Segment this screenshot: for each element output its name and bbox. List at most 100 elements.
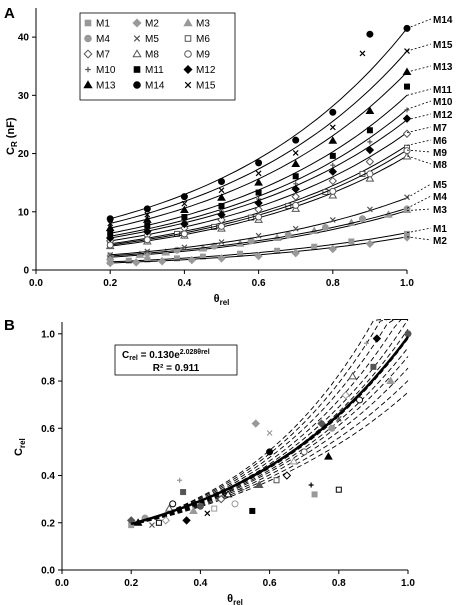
curve-label-m15: M15: [433, 40, 453, 51]
data-point-m12: [402, 114, 412, 123]
leader-line-m11: [406, 88, 432, 96]
legend-marker-m10: [85, 66, 91, 73]
data-point-m2: [187, 255, 197, 265]
data-point-m14: [292, 136, 300, 144]
leader-line-m13: [406, 65, 432, 73]
curve-label-m14: M14: [433, 15, 453, 26]
data-point: [341, 391, 350, 400]
data-point-m4: [106, 252, 114, 260]
data-point-m14: [180, 193, 188, 201]
data-point-m12: [180, 219, 189, 229]
data-point-m5: [404, 194, 410, 201]
data-point: [239, 487, 245, 493]
leader-line-m9: [406, 149, 432, 153]
data-point-m9: [106, 241, 114, 249]
data-point: [155, 519, 162, 526]
panel-a-y-axis-title: CR (nF): [5, 117, 19, 155]
panel-b-y-tick-label: 0.8: [41, 377, 55, 388]
data-point: [324, 452, 333, 460]
data-point-m9: [218, 222, 225, 230]
data-point-m10: [404, 107, 410, 113]
data-point-m5: [218, 239, 225, 245]
leader-line-m5: [406, 183, 432, 199]
data-point: [161, 516, 171, 525]
data-point-m9: [403, 147, 411, 155]
fit-curve-m7: [110, 132, 408, 242]
data-point-m2: [291, 248, 300, 258]
legend-marker-m13: [83, 80, 93, 89]
data-point-m9: [292, 201, 300, 209]
panel-a-label: A: [4, 5, 15, 22]
data-point-m14: [143, 205, 151, 213]
panel-a-y-tick-label: 10: [18, 207, 30, 218]
data-point: [182, 516, 191, 525]
data-point-m4: [210, 242, 218, 250]
data-point: [328, 424, 336, 432]
panel-b-y-tick-label: 0.0: [41, 566, 55, 577]
overall-fit-curve: [130, 335, 410, 526]
curve-label-m6: M6: [433, 136, 447, 147]
panel-b-x-tick-label: 0.0: [55, 578, 69, 589]
curve-label-m5: M5: [433, 180, 447, 191]
curve-label-m13: M13: [433, 62, 453, 73]
fit-curve-m3: [110, 210, 408, 258]
data-point-m14: [329, 108, 337, 116]
legend-marker-m15: [184, 81, 192, 89]
data-point-m10: [330, 162, 336, 168]
individual-fit-curve: [131, 356, 409, 526]
data-point: [211, 505, 218, 512]
data-point: [311, 491, 318, 498]
data-point: [335, 486, 342, 493]
data-point: [196, 502, 204, 510]
data-point-m8: [365, 174, 375, 182]
legend-label-m9: M9: [196, 50, 210, 61]
legend-marker-m9: [184, 50, 192, 58]
equation-box-border: [114, 344, 238, 376]
legend-marker-m3: [183, 18, 193, 27]
leader-line-m8: [406, 155, 432, 165]
data-point-m5: [292, 225, 299, 232]
data-point-m15: [107, 220, 114, 227]
data-point-m14: [218, 178, 225, 186]
data-point-m4: [321, 223, 329, 231]
data-point: [348, 371, 358, 380]
data-point: [266, 448, 274, 456]
data-point-m13: [105, 223, 115, 232]
curve-label-m4: M4: [433, 192, 447, 203]
data-point-m1: [173, 255, 180, 262]
legend-marker-m6: [184, 35, 192, 42]
panel-a-x-axis-title: θrel: [214, 293, 230, 307]
data-point-m11: [255, 189, 262, 196]
legend-marker-m8: [132, 49, 142, 58]
panel-b-x-tick-label: 0.8: [332, 578, 346, 589]
legend-label-m12: M12: [196, 65, 216, 76]
legend-label-m15: M15: [196, 81, 216, 92]
leader-line-m4: [406, 195, 432, 209]
data-point-m2: [365, 239, 375, 249]
data-point-m15: [329, 124, 336, 131]
legend-marker-m4: [84, 34, 92, 43]
data-point: [372, 334, 382, 343]
data-point-m4: [284, 231, 292, 239]
fit-curve-m15: [110, 50, 408, 224]
fit-curve-m5: [110, 197, 408, 256]
data-point-m7: [402, 129, 412, 138]
data-point-m7: [254, 205, 263, 214]
panel-a-legend-box: [79, 12, 236, 101]
data-point-m8: [328, 190, 338, 199]
individual-fit-curve: [131, 367, 409, 526]
data-point-m13: [217, 193, 226, 201]
legend-marker-m14: [133, 81, 141, 89]
leader-line-m3: [406, 208, 432, 212]
data-point-m7: [365, 157, 375, 166]
data-point-m4: [403, 205, 411, 213]
data-point-m11: [218, 202, 225, 209]
data-point-m15: [144, 211, 151, 218]
data-point-m12: [105, 233, 115, 243]
data-point: [216, 494, 226, 504]
data-point-m13: [254, 178, 263, 186]
leader-line-m15: [406, 43, 432, 52]
legend-label-m6: M6: [196, 34, 210, 45]
